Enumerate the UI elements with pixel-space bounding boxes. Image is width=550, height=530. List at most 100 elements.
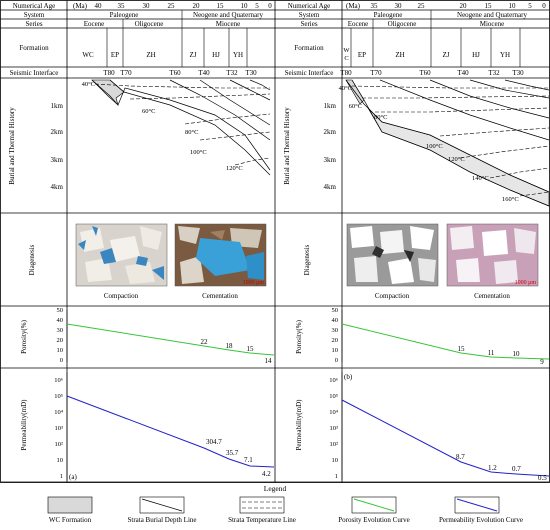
system-label: System — [299, 11, 320, 19]
system-paleogene: Paleogene — [374, 11, 403, 19]
interface-t60: T60 — [169, 69, 181, 77]
scale-label: 1000 μm — [243, 280, 265, 286]
age-tick: 30 — [143, 2, 151, 10]
left-header: Numerical Age (Ma) 40 35 30 25 20 15 10 … — [10, 2, 273, 77]
diagenesis-label: Diagenesis — [28, 244, 36, 275]
age-tick: 40 — [95, 2, 103, 10]
scale-label: 1000 μm — [515, 280, 537, 286]
perm-ticks: 1 10 10² 10³ 10⁴ 10⁵ 10⁶ — [329, 377, 339, 480]
temp-label: 120°C — [226, 165, 243, 172]
temp-label: 100°C — [190, 149, 207, 156]
left-burial-plot: 1km 2km 3km 4km 40°C 60°C 80°C — [51, 79, 271, 191]
system-neogene: Neogene and Quaternary — [457, 11, 527, 19]
porosity-value-label: 14 — [265, 357, 273, 365]
perm-tick: 10 — [57, 457, 64, 464]
permeability-curve — [66, 395, 275, 468]
legend-item-temperature: Strata Temperature Line — [228, 496, 296, 524]
porosity-axis-label: Porosity(%) — [295, 319, 303, 354]
depth-tick: 2km — [51, 128, 64, 136]
age-tick: 15 — [485, 2, 493, 10]
perm-ticks: 1 10 10² 10³ 10⁴ 10⁵ 10⁶ — [54, 377, 64, 480]
perm-tick: 10 — [332, 457, 339, 464]
series-eocene: Eocene — [84, 20, 105, 28]
perm-tick: 10³ — [55, 425, 64, 432]
right-header: Numerical Age (Ma) 35 30 25 20 15 10 5 0… — [285, 2, 547, 77]
age-tick: 10 — [241, 2, 249, 10]
perm-value-label: 8.7 — [456, 453, 465, 461]
row-labels: Burial and Thermal History Diagenesis Po… — [8, 107, 311, 451]
panel-tag: (b) — [344, 373, 353, 381]
porosity-tick: 0 — [60, 357, 63, 364]
legend-item-wc: WC Formation — [47, 496, 93, 524]
ma-label: (Ma) — [73, 2, 88, 10]
formation-zj: ZJ — [443, 51, 450, 59]
temp-label: 60°C — [142, 108, 155, 115]
depth-axis: 1km 2km 3km 4km — [51, 102, 64, 191]
photo-caption: Cementation — [202, 292, 238, 300]
temperature-labels: 40°C 60°C 80°C 100°C 120°C — [82, 81, 243, 172]
porosity-curve — [66, 323, 275, 356]
temp-label: 120°C — [448, 156, 465, 163]
porosity-value-label: 9 — [540, 358, 544, 366]
formation-zj: ZJ — [190, 51, 197, 59]
system-paleogene: Paleogene — [110, 11, 139, 19]
formation-ep: EP — [358, 51, 366, 59]
interface-t32: T32 — [226, 69, 238, 77]
photo-caption: Compaction — [375, 292, 410, 300]
depth-tick: 1km — [324, 102, 337, 110]
legend: Legend WC Formation Strata Burial Depth … — [47, 484, 523, 524]
porosity-tick: 40 — [332, 317, 339, 324]
series-label: Series — [25, 20, 42, 28]
temp-label: 40°C — [82, 81, 95, 88]
legend-item-burial: Strata Burial Depth Line — [127, 496, 197, 524]
system-label: System — [24, 11, 45, 19]
porosity-value-label: 22 — [201, 338, 209, 346]
perm-tick: 1 — [335, 473, 338, 480]
perm-value-label: 35.7 — [226, 449, 239, 457]
burial-history-label: Burial and Thermal History — [8, 107, 16, 185]
burial-depth-lines — [91, 79, 271, 176]
porosity-ticks: 0 10 20 30 40 50 — [57, 307, 64, 364]
interface-t32: T32 — [488, 69, 500, 77]
interface-t60: T60 — [419, 69, 431, 77]
porosity-tick: 30 — [57, 327, 64, 334]
interface-t70: T70 — [120, 69, 132, 77]
porosity-value-label: 11 — [488, 349, 495, 357]
porosity-tick: 50 — [332, 307, 339, 314]
interface-t70: T70 — [370, 69, 382, 77]
perm-tick: 10² — [55, 441, 64, 448]
age-tick: 0 — [542, 2, 546, 10]
series-oligocene: Oligocene — [388, 20, 417, 28]
formation-yh: YH — [500, 51, 510, 59]
right-porosity-plot: 0 10 20 30 40 50 15 11 10 9 — [332, 307, 550, 366]
porosity-curve — [341, 323, 550, 360]
seismic-interface-label: Seismic Interface — [285, 69, 334, 77]
left-diagenesis: Compaction 1000 μm Cementation — [75, 223, 267, 300]
photo-caption: Compaction — [104, 292, 139, 300]
porosity-tick: 10 — [332, 347, 339, 354]
perm-value-label: 1.2 — [488, 464, 497, 472]
temp-label: 80°C — [185, 129, 198, 136]
depth-tick: 4km — [51, 183, 64, 191]
formation-label: Formation — [19, 44, 49, 52]
formation-yh: YH — [233, 51, 243, 59]
legend-label: Porosity Evolution Curve — [338, 516, 410, 524]
right-diagenesis: Compaction 1000 μm Cementation — [346, 223, 539, 300]
series-miocene: Miocene — [480, 20, 505, 28]
porosity-tick: 20 — [332, 337, 339, 344]
permeability-axis-label: Permeability(mD) — [20, 399, 28, 451]
compaction-photo: Compaction — [346, 223, 439, 300]
formation-hj: HJ — [472, 51, 480, 59]
depth-tick: 1km — [51, 102, 64, 110]
porosity-tick: 10 — [57, 347, 64, 354]
frame — [0, 0, 550, 483]
panel-tag: (a) — [69, 473, 77, 481]
interface-t30: T30 — [512, 69, 524, 77]
right-permeability-plot: 1 10 10² 10³ 10⁴ 10⁵ 10⁶ 8.7 1.2 0.7 0.5… — [329, 372, 550, 482]
interface-t30: T30 — [245, 69, 257, 77]
age-tick: 35 — [118, 2, 126, 10]
left-permeability-plot: 1 10 10² 10³ 10⁴ 10⁵ 10⁶ 304.7 35.7 7.1 … — [54, 372, 275, 481]
age-tick: 5 — [528, 2, 532, 10]
interface-t40: T40 — [457, 69, 469, 77]
